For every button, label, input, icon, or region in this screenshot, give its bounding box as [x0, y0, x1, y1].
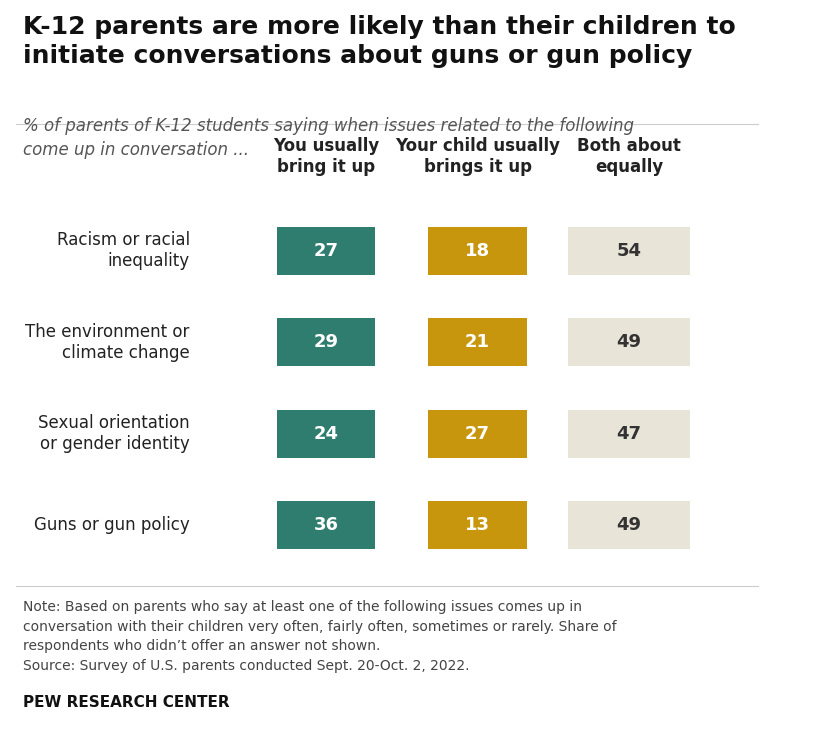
Text: 27: 27	[465, 425, 490, 443]
Text: 18: 18	[465, 242, 490, 260]
Text: 27: 27	[313, 242, 339, 260]
FancyBboxPatch shape	[569, 501, 690, 549]
Text: PEW RESEARCH CENTER: PEW RESEARCH CENTER	[24, 695, 230, 710]
FancyBboxPatch shape	[428, 501, 527, 549]
Text: 21: 21	[465, 333, 490, 351]
FancyBboxPatch shape	[569, 410, 690, 458]
Text: 36: 36	[313, 516, 339, 534]
Text: 49: 49	[617, 333, 642, 351]
Text: Racism or racial
inequality: Racism or racial inequality	[57, 231, 190, 270]
Text: % of parents of K-12 students saying when issues related to the following
come u: % of parents of K-12 students saying whe…	[24, 117, 634, 159]
Text: Sexual orientation
or gender identity: Sexual orientation or gender identity	[38, 414, 190, 453]
Text: 54: 54	[617, 242, 642, 260]
Text: The environment or
climate change: The environment or climate change	[25, 323, 190, 362]
Text: 49: 49	[617, 516, 642, 534]
FancyBboxPatch shape	[569, 318, 690, 366]
Text: K-12 parents are more likely than their children to
initiate conversations about: K-12 parents are more likely than their …	[24, 15, 736, 68]
FancyBboxPatch shape	[277, 410, 375, 458]
FancyBboxPatch shape	[428, 410, 527, 458]
FancyBboxPatch shape	[277, 227, 375, 274]
Text: 29: 29	[313, 333, 339, 351]
FancyBboxPatch shape	[569, 227, 690, 274]
Text: Both about
equally: Both about equally	[577, 137, 681, 176]
FancyBboxPatch shape	[428, 227, 527, 274]
FancyBboxPatch shape	[277, 501, 375, 549]
Text: 47: 47	[617, 425, 642, 443]
Text: Guns or gun policy: Guns or gun policy	[34, 516, 190, 534]
Text: Your child usually
brings it up: Your child usually brings it up	[395, 137, 560, 176]
Text: You usually
bring it up: You usually bring it up	[273, 137, 379, 176]
FancyBboxPatch shape	[277, 318, 375, 366]
FancyBboxPatch shape	[428, 318, 527, 366]
Text: Note: Based on parents who say at least one of the following issues comes up in
: Note: Based on parents who say at least …	[24, 600, 617, 673]
Text: 24: 24	[313, 425, 339, 443]
Text: 13: 13	[465, 516, 490, 534]
